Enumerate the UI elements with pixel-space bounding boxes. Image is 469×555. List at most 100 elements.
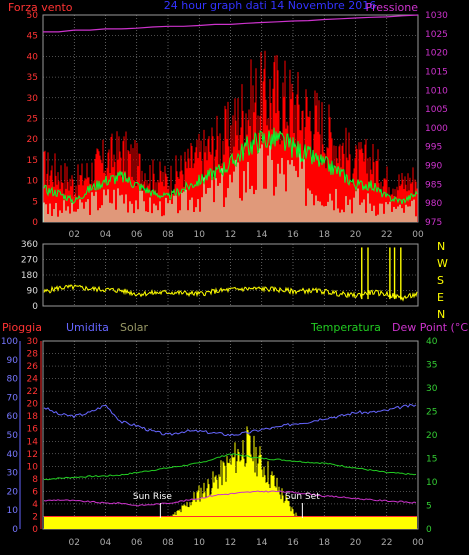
y-tick-label-humidity: 30 <box>7 469 19 479</box>
x-tick-label: 04 <box>100 230 112 240</box>
x-tick-label: 18 <box>319 230 331 240</box>
x-tick-label: 10 <box>194 538 206 548</box>
x-tick-label: 04 <box>100 538 112 548</box>
y-tick-label-right: 1010 <box>425 86 448 96</box>
y-tick-label-rain: 4 <box>32 500 38 510</box>
y-tick-label-rain: 16 <box>27 425 39 435</box>
y-tick-label-left: 40 <box>27 52 39 62</box>
y-tick-label-humidity: 80 <box>7 375 19 385</box>
x-tick-label: 18 <box>319 538 331 548</box>
y-tick-label-rain: 6 <box>32 487 38 497</box>
rain-label: Pioggia <box>2 321 42 334</box>
y-tick-label-right: 980 <box>425 199 442 209</box>
y-tick-label-humidity: 20 <box>7 487 19 497</box>
y-tick-label-left: 20 <box>27 135 39 145</box>
y-tick-label-left: 270 <box>21 256 38 266</box>
y-tick-label-temperature: 20 <box>426 431 438 441</box>
humidity-temperature-panel: 0102030405060708090100024681012141618202… <box>1 337 438 548</box>
y-tick-label-humidity: 70 <box>7 393 19 403</box>
compass-label: S <box>437 274 444 287</box>
y-tick-label-humidity: 0 <box>12 525 18 535</box>
x-tick-label: 20 <box>350 538 362 548</box>
x-tick-label: 02 <box>69 538 80 548</box>
x-tick-label: 00 <box>412 230 424 240</box>
pressure-axis-label: Pressione <box>366 1 419 14</box>
x-tick-label: 16 <box>287 230 299 240</box>
y-tick-label-rain: 26 <box>27 362 39 372</box>
wind-pressure-panel: 0510152025303540455097598098599099510001… <box>27 11 449 240</box>
y-tick-label-rain: 12 <box>27 450 38 460</box>
y-tick-label-humidity: 40 <box>7 450 19 460</box>
y-tick-label-right: 1015 <box>425 67 448 77</box>
x-tick-label: 14 <box>256 538 268 548</box>
y-tick-label-left: 25 <box>27 115 38 125</box>
y-tick-label-temperature: 10 <box>426 478 438 488</box>
y-tick-label-humidity: 100 <box>1 337 18 347</box>
x-tick-label: 06 <box>131 538 143 548</box>
y-tick-label-left: 5 <box>32 197 38 207</box>
y-tick-label-left: 10 <box>27 177 39 187</box>
wind-axis-label: Forza vento <box>8 1 73 14</box>
y-tick-label-humidity: 10 <box>7 506 19 516</box>
y-tick-label-right: 1030 <box>425 11 448 21</box>
y-tick-label-temperature: 5 <box>426 502 432 512</box>
annotation-label: Sun Set <box>285 492 320 502</box>
y-tick-label-temperature: 0 <box>426 525 432 535</box>
x-tick-label: 12 <box>225 538 236 548</box>
y-tick-label-rain: 2 <box>32 512 38 522</box>
y-tick-label-right: 985 <box>425 180 442 190</box>
x-tick-label: 12 <box>225 230 236 240</box>
y-tick-label-left: 180 <box>21 271 38 281</box>
y-tick-label-left: 15 <box>27 156 38 166</box>
y-tick-label-rain: 22 <box>27 387 38 397</box>
y-tick-label-temperature: 15 <box>426 455 437 465</box>
y-tick-label-temperature: 25 <box>426 408 437 418</box>
y-tick-label-rain: 8 <box>32 475 38 485</box>
y-tick-label-left: 360 <box>21 240 38 250</box>
dewpoint-label: Dew Point (°C) <box>392 321 469 334</box>
y-tick-label-left: 30 <box>27 94 39 104</box>
chart-title: 24 hour graph dati 14 Novembre 2016 <box>164 0 376 12</box>
solar-label: Solar <box>120 321 149 334</box>
y-tick-label-rain: 14 <box>27 437 39 447</box>
y-tick-label-left: 90 <box>27 287 39 297</box>
compass-label: W <box>437 257 448 270</box>
y-tick-label-rain: 20 <box>27 400 39 410</box>
y-tick-label-rain: 24 <box>27 375 39 385</box>
compass-label: E <box>437 291 444 304</box>
y-tick-label-left: 0 <box>32 302 38 312</box>
y-tick-label-left: 45 <box>27 32 38 42</box>
y-tick-label-rain: 0 <box>32 525 38 535</box>
x-tick-label: 08 <box>162 538 174 548</box>
y-tick-label-right: 1005 <box>425 105 448 115</box>
y-tick-label-humidity: 90 <box>7 356 19 366</box>
y-tick-label-right: 990 <box>425 162 442 172</box>
y-tick-label-humidity: 60 <box>7 412 19 422</box>
y-tick-label-temperature: 35 <box>426 361 437 371</box>
x-tick-label: 20 <box>350 230 362 240</box>
x-tick-label: 22 <box>381 538 392 548</box>
humidity-line <box>43 403 417 437</box>
x-tick-label: 14 <box>256 230 268 240</box>
pressure-line <box>43 14 419 33</box>
compass-label: N <box>437 308 445 321</box>
y-tick-label-left: 0 <box>32 218 38 228</box>
y-tick-label-humidity: 50 <box>7 431 19 441</box>
x-tick-label: 02 <box>69 230 80 240</box>
x-tick-label: 08 <box>162 230 174 240</box>
y-tick-label-right: 975 <box>425 218 442 228</box>
temperature-line <box>43 453 417 481</box>
y-tick-label-right: 1025 <box>425 30 448 40</box>
y-tick-label-rain: 30 <box>27 337 39 347</box>
wind-direction-trace <box>43 284 418 302</box>
y-tick-label-right: 1000 <box>425 124 448 134</box>
compass-label: N <box>437 240 445 253</box>
y-tick-label-temperature: 30 <box>426 384 438 394</box>
dewpoint-line <box>43 490 417 507</box>
x-tick-label: 10 <box>194 230 206 240</box>
annotation-label: Sun Rise <box>133 492 172 502</box>
y-tick-label-right: 1020 <box>425 49 448 59</box>
x-tick-label: 06 <box>131 230 143 240</box>
wind-average-line <box>43 127 418 205</box>
